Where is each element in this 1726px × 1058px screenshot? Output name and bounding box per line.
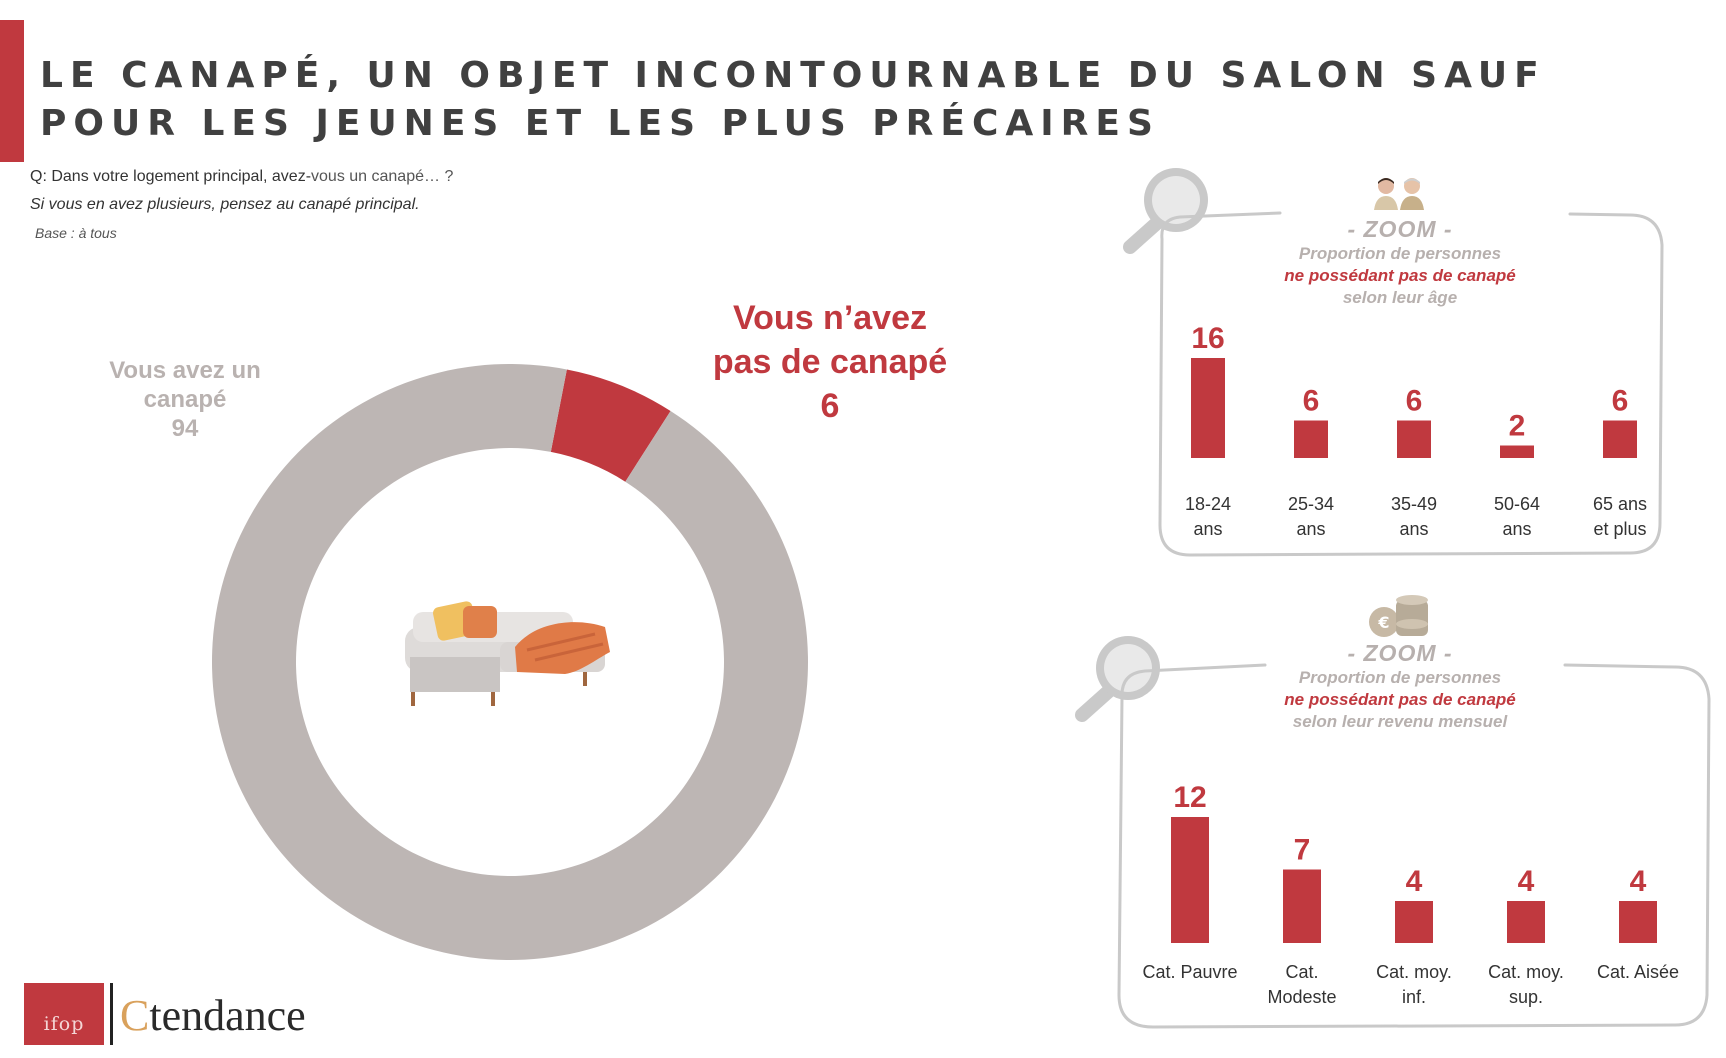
zoom-income-line2: ne possédant pas de canapé	[1284, 690, 1516, 709]
base-note: Base : à tous	[35, 225, 117, 241]
no-sofa-label: Vous n’avez pas de canapé 6	[705, 296, 955, 428]
svg-text:€: €	[1377, 613, 1389, 632]
bar-category-label: sup.	[1509, 987, 1543, 1007]
have-sofa-text: Vous avez un canapé	[109, 357, 261, 413]
people-icon	[1374, 178, 1424, 210]
zoom-age-title: - ZOOM -	[1347, 216, 1453, 242]
bar-category-label: Cat. moy.	[1376, 962, 1452, 982]
zoom-age-frame	[1158, 211, 1664, 557]
bar-category-label: ans	[1193, 519, 1222, 539]
bar-value-label: 2	[1509, 410, 1526, 443]
zoom-income-line3: selon leur revenu mensuel	[1292, 712, 1508, 731]
no-sofa-value: 6	[820, 387, 840, 425]
bar-category-label: ans	[1399, 519, 1428, 539]
bar-category-label: ans	[1296, 519, 1325, 539]
bar-category-label: 18-24	[1185, 494, 1231, 514]
income-bar-chart: 12 Cat. Pauvre 7 Cat. Modeste 4 Cat. moy. inf. 4…	[1142, 781, 1679, 1007]
zoom-age-header: - ZOOM - Proportion de personnes ne poss…	[1250, 216, 1550, 309]
bar-category-label: 35-49	[1391, 494, 1437, 514]
bar-value-label: 6	[1612, 385, 1629, 418]
bar	[1283, 869, 1321, 943]
bar-value-label: 7	[1294, 834, 1311, 867]
bar	[1397, 420, 1431, 458]
bar	[1507, 901, 1545, 943]
age-bar-chart: 16 18-24 ans 6 25-34 ans 6 35-49 ans 2 50-64 ans 6 65…	[1185, 322, 1647, 539]
bar-category-label: inf.	[1402, 987, 1426, 1007]
bar-category-label: 25-34	[1288, 494, 1334, 514]
question-text: Q: Dans votre logement principal, avez-v…	[30, 168, 453, 186]
bar-category-label: 65 ans	[1593, 494, 1647, 514]
bar	[1171, 817, 1209, 943]
bar	[1619, 901, 1657, 943]
bar-category-label: et plus	[1593, 519, 1646, 539]
bar-category-label: Modeste	[1267, 987, 1336, 1007]
have-sofa-label: Vous avez un canapé 94	[70, 356, 300, 443]
ifop-logo: ifop	[24, 983, 104, 1045]
sofa-icon	[405, 601, 610, 706]
donut-slice-no-sofa	[550, 369, 671, 482]
donut-chart	[211, 364, 808, 960]
magnifier-icon	[1075, 636, 1160, 722]
no-sofa-text: Vous n’avez pas de canapé	[712, 299, 948, 381]
question-instruction: Si vous en avez plusieurs, pensez au can…	[30, 196, 420, 213]
bar-category-label: Cat. Pauvre	[1142, 962, 1237, 982]
question-suffix: vous un canapé… ?	[311, 168, 454, 185]
bar-category-label: 50-64	[1494, 494, 1540, 514]
bar	[1294, 420, 1328, 458]
question-prefix: Q: Dans votre logement principal, avez-	[30, 168, 312, 185]
bar-value-label: 6	[1303, 385, 1320, 418]
page-title: LE CANAPÉ, UN OBJET INCONTOURNABLE DU SA…	[40, 55, 1546, 144]
zoom-age-line2: ne possédant pas de canapé	[1284, 266, 1516, 285]
ctendance-logo-text: tendance	[149, 991, 306, 1040]
bar-value-label: 16	[1191, 322, 1224, 355]
ctendance-logo: Ctendance	[120, 990, 306, 1041]
have-sofa-value: 94	[171, 415, 199, 442]
bar	[1191, 358, 1225, 458]
title-accent-bar	[0, 20, 24, 162]
ifop-logo-text: ifop	[43, 1013, 85, 1035]
zoom-income-header: - ZOOM - Proportion de personnes ne poss…	[1250, 640, 1550, 733]
bar-value-label: 6	[1406, 385, 1423, 418]
bar-category-label: Cat. moy.	[1488, 962, 1564, 982]
bar	[1603, 420, 1637, 458]
zoom-income-frame	[1117, 663, 1711, 1029]
coins-icon: €	[1369, 595, 1428, 637]
bar-value-label: 4	[1406, 865, 1423, 898]
bar-value-label: 4	[1518, 865, 1535, 898]
bar-value-label: 12	[1173, 781, 1206, 814]
zoom-age-line3: selon leur âge	[1342, 288, 1458, 307]
bar-category-label: Cat. Aisée	[1597, 962, 1679, 982]
bar-category-label: Cat.	[1285, 962, 1318, 982]
zoom-age-line1: Proportion de personnes	[1298, 244, 1502, 263]
bar-category-label: ans	[1502, 519, 1531, 539]
logo-separator	[110, 983, 113, 1045]
bar-value-label: 4	[1630, 865, 1647, 898]
zoom-income-line1: Proportion de personnes	[1298, 668, 1502, 687]
zoom-income-title: - ZOOM -	[1347, 640, 1453, 666]
ctendance-logo-c: C	[120, 991, 150, 1040]
bar	[1500, 445, 1534, 458]
bar	[1395, 901, 1433, 943]
